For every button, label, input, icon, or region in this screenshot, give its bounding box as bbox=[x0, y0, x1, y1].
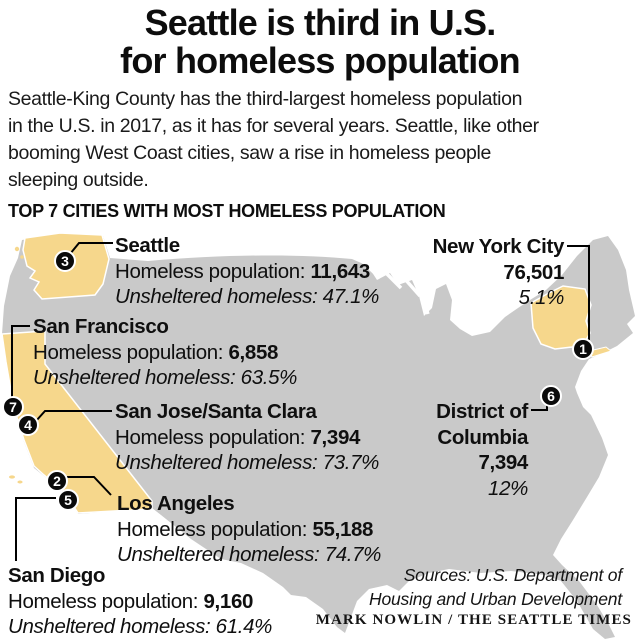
unsheltered-line: Unsheltered homeless: 74.7% bbox=[117, 542, 381, 568]
unsheltered-value: 5.1% bbox=[518, 286, 565, 309]
unsheltered-prefix: Unsheltered homeless: bbox=[117, 543, 325, 566]
homeless-population-line: Homeless population: 7,394 bbox=[115, 425, 379, 451]
unsheltered-line: Unsheltered homeless: 47.1% bbox=[115, 284, 379, 310]
city-name: San Jose/Santa Clara bbox=[115, 400, 317, 423]
leader-line-seattle bbox=[69, 242, 113, 255]
population-value: 76,501 bbox=[503, 260, 564, 284]
leader-lines bbox=[11, 242, 590, 561]
city-name: San Francisco bbox=[33, 315, 169, 338]
city-name: District of bbox=[436, 400, 528, 423]
intro-line: sleeping outside. bbox=[8, 169, 149, 191]
leader-line-san-jose bbox=[35, 410, 112, 422]
unsheltered-line: Unsheltered homeless: 63.5% bbox=[33, 365, 297, 391]
marker-san-jose: 4 bbox=[17, 414, 39, 436]
marker-san-diego: 5 bbox=[57, 489, 79, 511]
leader-line-san-diego bbox=[15, 497, 56, 561]
city-name: San Diego bbox=[8, 564, 106, 587]
population-value: 7,394 bbox=[310, 425, 361, 449]
washington-island bbox=[20, 255, 24, 259]
channel-island bbox=[17, 480, 23, 484]
lake-slash-decoration bbox=[360, 259, 430, 315]
city-name: New York City bbox=[432, 235, 565, 258]
unsheltered-value: 63.5% bbox=[240, 366, 298, 389]
leader-line-san-francisco bbox=[11, 325, 30, 400]
label-los-angeles: Los Angeles Homeless population: 55,188 … bbox=[117, 491, 381, 568]
homeless-population-line: Homeless population: 6,858 bbox=[33, 340, 297, 366]
label-san-diego: San Diego Homeless population: 9,160 Uns… bbox=[8, 563, 272, 640]
us-mainland-shape bbox=[2, 234, 635, 639]
population-prefix: Homeless population: bbox=[117, 517, 313, 541]
city-name: Columbia bbox=[437, 425, 528, 449]
homeless-population-line: 76,501 bbox=[433, 260, 564, 286]
washington-island bbox=[14, 246, 20, 252]
unsheltered-value: 12% bbox=[488, 476, 528, 500]
label-san-francisco: San Francisco Homeless population: 6,858… bbox=[33, 314, 297, 391]
unsheltered-value: 74.7% bbox=[324, 543, 382, 566]
population-prefix: Homeless population: bbox=[33, 340, 229, 364]
label-san-jose: San Jose/Santa Clara Homeless population… bbox=[115, 399, 379, 476]
label-new-york-city: New York City 76,501 5.1% bbox=[432, 234, 565, 311]
credit-line: MARK NOWLIN / THE SEATTLE TIMES bbox=[315, 612, 632, 628]
marker-los-angeles: 2 bbox=[46, 470, 68, 492]
homeless-population-line: 7,394 bbox=[436, 450, 528, 476]
sources-line: Sources: U.S. Department of bbox=[403, 565, 623, 585]
headline-line-2: for homeless population bbox=[120, 40, 520, 81]
unsheltered-line: 5.1% bbox=[433, 285, 565, 311]
label-seattle: Seattle Homeless population: 11,643 Unsh… bbox=[115, 233, 379, 310]
city-name: Seattle bbox=[115, 234, 180, 257]
unsheltered-line: 12% bbox=[436, 476, 528, 502]
label-district-of-columbia: District of Columbia 7,394 12% bbox=[436, 399, 528, 501]
city-name: Los Angeles bbox=[117, 492, 235, 515]
headline: Seattle is third in U.S. for homeless po… bbox=[0, 4, 640, 80]
unsheltered-prefix: Unsheltered homeless: bbox=[8, 615, 216, 638]
marker-seattle: 3 bbox=[54, 250, 76, 272]
marker-san-francisco: 7 bbox=[2, 396, 24, 418]
unsheltered-prefix: Unsheltered homeless: bbox=[115, 285, 323, 308]
population-value: 11,643 bbox=[310, 259, 371, 283]
unsheltered-prefix: Unsheltered homeless: bbox=[33, 366, 241, 389]
channel-island bbox=[9, 475, 15, 479]
section-header: TOP 7 CITIES WITH MOST HOMELESS POPULATI… bbox=[8, 201, 446, 221]
unsheltered-prefix: Unsheltered homeless: bbox=[115, 451, 323, 474]
sources-line: Housing and Urban Development bbox=[369, 589, 622, 609]
population-prefix: Homeless population: bbox=[115, 425, 311, 449]
marker-new-york-city: 1 bbox=[572, 338, 594, 360]
unsheltered-line: Unsheltered homeless: 73.7% bbox=[115, 450, 379, 476]
sources-note: Sources: U.S. Department of Housing and … bbox=[369, 563, 622, 611]
population-prefix: Homeless population: bbox=[115, 259, 311, 283]
population-value: 55,188 bbox=[312, 517, 374, 541]
homeless-population-line: Homeless population: 55,188 bbox=[117, 517, 381, 543]
homeless-population-line: Homeless population: 9,160 bbox=[8, 589, 272, 615]
homeless-population-line: Homeless population: 11,643 bbox=[115, 259, 379, 285]
leader-line-new-york-city bbox=[567, 245, 590, 340]
population-value: 9,160 bbox=[203, 589, 254, 613]
intro-line: in the U.S. in 2017, as it has for sever… bbox=[8, 115, 539, 137]
intro-line: Seattle-King County has the third-larges… bbox=[8, 88, 523, 110]
unsheltered-line: Unsheltered homeless: 61.4% bbox=[8, 614, 272, 640]
intro-line: booming West Coast cities, saw a rise in… bbox=[8, 142, 491, 164]
population-prefix: Homeless population: bbox=[8, 589, 204, 613]
unsheltered-value: 47.1% bbox=[322, 285, 380, 308]
population-value: 6,858 bbox=[228, 340, 279, 364]
intro-paragraph: Seattle-King County has the third-larges… bbox=[8, 86, 638, 194]
unsheltered-value: 73.7% bbox=[322, 451, 380, 474]
population-value: 7,394 bbox=[478, 451, 528, 474]
headline-line-1: Seattle is third in U.S. bbox=[144, 2, 497, 43]
leader-line-los-angeles bbox=[67, 476, 112, 496]
marker-district-of-columbia: 6 bbox=[540, 385, 562, 407]
unsheltered-value: 61.4% bbox=[215, 615, 273, 638]
